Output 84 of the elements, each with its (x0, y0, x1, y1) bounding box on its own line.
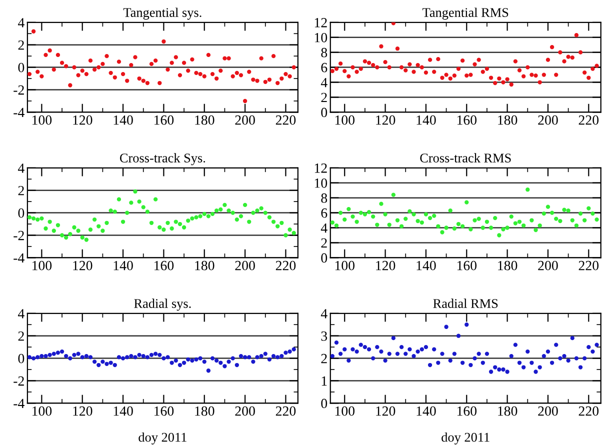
y-tick-label: -2 (14, 376, 24, 386)
y-tick-label: 2 (18, 40, 24, 50)
y-tick-label: 8 (321, 193, 328, 203)
x-tick-label: 220 (276, 260, 296, 270)
x-tick-label: 180 (498, 406, 518, 416)
y-tick-label: 4 (18, 164, 24, 173)
y-tick-label: 4 (18, 18, 24, 28)
y-tick-label: 4 (320, 223, 328, 233)
x-tick-label: 200 (235, 115, 255, 125)
x-tick-label: 140 (416, 115, 436, 125)
chart-title: Radial sys. (134, 298, 191, 311)
y-tick-label: 10 (314, 178, 328, 188)
x-tick-label: 100 (335, 406, 354, 416)
x-tick-label: 100 (32, 115, 52, 125)
x-tick-label: 220 (578, 406, 599, 416)
chart-title: Tangential RMS (422, 8, 508, 20)
y-tick-label: 10 (314, 32, 328, 42)
x-tick-label: 160 (154, 115, 174, 125)
y-tick-label: 6 (321, 208, 328, 218)
x-tick-label: 180 (195, 406, 214, 416)
y-tick-label: 0 (321, 108, 328, 118)
x-tick-label: 140 (416, 260, 436, 270)
x-tick-label: 200 (538, 406, 558, 416)
y-tick-label: 2 (321, 92, 327, 102)
chart-title: Radial RMS (433, 298, 498, 308)
y-tick-label: 2 (321, 354, 327, 364)
y-tick-label: 0 (321, 253, 328, 263)
x-tick-label: 200 (538, 115, 558, 125)
x-tick-label: 220 (276, 115, 296, 125)
x-tick-label: 120 (376, 406, 396, 416)
y-tick-label: 0 (18, 208, 24, 218)
x-tick-label: 160 (154, 260, 174, 270)
y-tick-label: 4 (320, 78, 328, 88)
x-tick-label: 160 (457, 260, 477, 270)
x-tick-label: 120 (73, 406, 92, 416)
x-tick-label: 100 (335, 260, 354, 270)
y-tick-label: 2 (321, 238, 327, 248)
y-tick-label: 2 (18, 331, 24, 341)
y-tick-label: 1 (322, 376, 327, 386)
y-tick-label: 4 (18, 309, 24, 318)
x-tick-label: 120 (73, 260, 92, 270)
x-tick-label: 120 (73, 115, 92, 125)
y-tick-label: 3 (321, 331, 328, 341)
y-tick-label: -2 (14, 85, 24, 95)
x-tick-label: 180 (498, 260, 518, 270)
x-tick-label: 180 (498, 115, 518, 125)
x-tick-label: 220 (578, 260, 599, 270)
x-tick-label: 100 (32, 260, 52, 270)
x-axis-title: doy 2011 (138, 432, 186, 444)
y-tick-label: -4 (14, 108, 24, 118)
y-tick-label: 12 (314, 164, 327, 173)
y-tick-label: -4 (14, 253, 24, 263)
x-tick-label: 140 (114, 115, 133, 125)
x-tick-label: 100 (335, 115, 354, 125)
x-tick-label: 200 (235, 406, 255, 416)
y-tick-label: -4 (14, 398, 24, 408)
x-tick-label: 180 (195, 260, 214, 270)
y-tick-label: 2 (18, 186, 24, 196)
y-tick-label: 0 (18, 354, 24, 364)
chart-title: Cross-track Sys. (120, 153, 206, 166)
y-tick-label: -2 (14, 230, 24, 240)
y-tick-label: 12 (314, 18, 327, 28)
x-tick-label: 160 (457, 406, 477, 416)
x-tick-label: 140 (114, 406, 133, 416)
y-tick-label: 0 (18, 62, 24, 72)
y-tick-label: 8 (321, 48, 328, 58)
x-tick-label: 160 (154, 406, 174, 416)
x-tick-label: 160 (457, 115, 477, 125)
chart-title: Tangential sys. (123, 8, 202, 20)
x-tick-label: 140 (416, 406, 436, 416)
chart-title: Cross-track RMS (420, 153, 511, 162)
x-tick-label: 220 (276, 406, 296, 416)
x-tick-label: 100 (32, 406, 52, 416)
y-tick-label: 6 (321, 62, 328, 72)
x-tick-label: 220 (578, 115, 599, 125)
x-tick-label: 120 (376, 115, 396, 125)
x-axis-title: doy 2011 (442, 432, 490, 444)
x-tick-label: 120 (376, 260, 396, 270)
y-tick-label: 4 (320, 309, 328, 318)
y-tick-label: 0 (321, 398, 328, 408)
x-tick-label: 200 (235, 260, 255, 270)
x-tick-label: 140 (114, 260, 133, 270)
x-tick-label: 200 (538, 260, 558, 270)
x-tick-label: 180 (195, 115, 214, 125)
